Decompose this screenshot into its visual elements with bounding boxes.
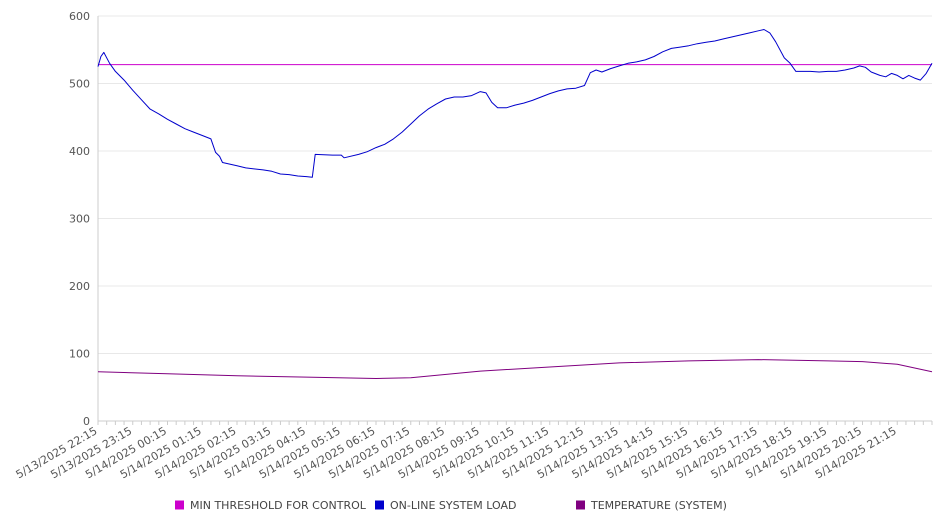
legend: MIN THRESHOLD FOR CONTROL ON-LINE SYSTEM … (175, 499, 727, 512)
series-line-on-line-system-load (97, 29, 933, 178)
y-tick-label: 600 (69, 10, 90, 23)
legend-label: MIN THRESHOLD FOR CONTROL (190, 499, 367, 512)
legend-swatch (375, 500, 384, 510)
y-tick-label: 300 (69, 213, 90, 226)
y-tick-label: 200 (69, 280, 90, 293)
y-tick-label: 0 (83, 415, 90, 428)
grid-lines (98, 15, 932, 422)
y-tick-label: 500 (69, 78, 90, 91)
series-lines (97, 29, 933, 379)
legend-swatch (175, 500, 184, 510)
legend-label: TEMPERATURE (SYSTEM) (590, 499, 727, 512)
y-tick-label: 400 (69, 145, 90, 158)
y-tick-label: 100 (69, 348, 90, 361)
series-line-temperature-system (97, 359, 933, 379)
legend-label: ON-LINE SYSTEM LOAD (390, 499, 516, 512)
legend-swatch (576, 500, 585, 510)
